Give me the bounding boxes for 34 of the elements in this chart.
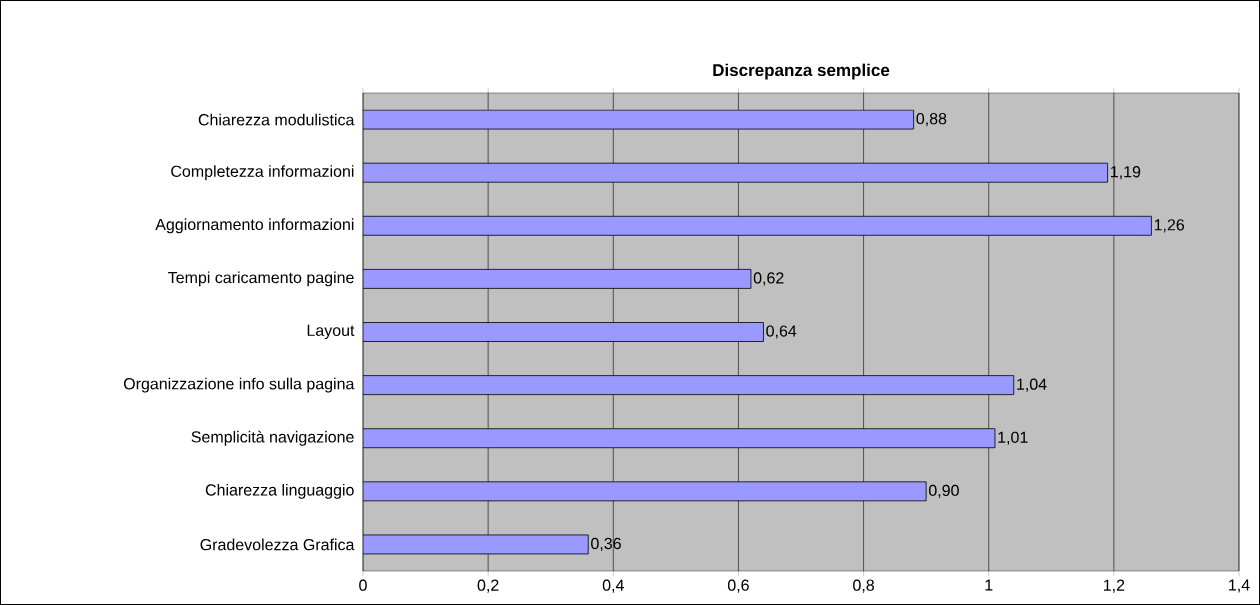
data-label: 1,01 — [998, 431, 1028, 445]
y-tick-label: Tempi caricamento pagine — [168, 271, 354, 287]
data-label: 0,62 — [753, 272, 784, 286]
x-tick-label: 1,4 — [1229, 579, 1250, 593]
bar — [363, 375, 1015, 396]
data-label: 1,04 — [1017, 378, 1047, 392]
bar — [363, 162, 1109, 183]
x-tick-label: 0,4 — [602, 579, 624, 593]
bar — [363, 322, 764, 342]
data-label: 0,88 — [916, 112, 947, 127]
y-tick-label: Layout — [307, 324, 355, 340]
y-tick-label: Organizzazione info sulla pagina — [123, 377, 355, 393]
y-tick-label: Chiarezza modulistica — [198, 113, 355, 126]
y-tick-label: Semplicità navigazione — [191, 430, 354, 446]
x-tick-label: 0,2 — [477, 579, 499, 593]
chart-title: Discrepanza semplice — [713, 63, 890, 80]
x-tick-label: 1,2 — [1103, 579, 1125, 593]
y-tick-label: Aggiornamento informazioni — [155, 218, 354, 234]
y-tick-label: Completezza informazioni — [171, 165, 354, 181]
bar — [363, 481, 927, 502]
data-label: 0,90 — [928, 484, 959, 498]
data-label: 1,19 — [1111, 166, 1141, 180]
bar — [363, 215, 1152, 236]
y-tick-label: Chiarezza linguaggio — [205, 483, 354, 499]
data-label: 0,64 — [766, 325, 797, 339]
bar — [363, 428, 996, 449]
data-label: 1,26 — [1154, 219, 1185, 233]
x-tick-label: 1 — [985, 579, 993, 591]
x-tick-label: 0,8 — [853, 579, 875, 593]
y-tick-label: Gradevolezza Grafica — [200, 538, 355, 551]
data-label: 0,36 — [591, 537, 621, 552]
x-tick-label: 0 — [359, 579, 367, 591]
x-tick-label: 0,6 — [727, 579, 749, 593]
bar — [363, 269, 752, 289]
